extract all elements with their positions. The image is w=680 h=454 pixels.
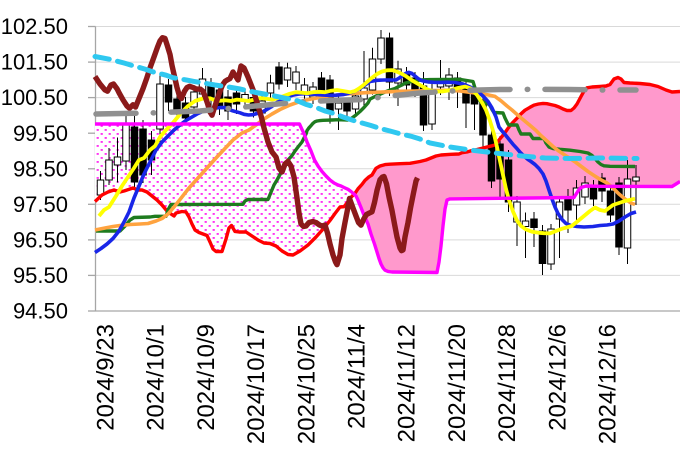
svg-text:2024/11/28: 2024/11/28 [494, 324, 521, 442]
svg-text:2024/10/1: 2024/10/1 [143, 324, 170, 431]
svg-text:2024/10/9: 2024/10/9 [193, 324, 220, 431]
svg-text:94.50: 94.50 [13, 299, 68, 324]
svg-text:2024/9/23: 2024/9/23 [93, 324, 120, 431]
svg-text:2024/11/12: 2024/11/12 [394, 324, 421, 442]
svg-text:102.50: 102.50 [1, 14, 68, 39]
svg-text:99.50: 99.50 [13, 121, 68, 146]
svg-text:95.50: 95.50 [13, 263, 68, 288]
svg-text:2024/10/25: 2024/10/25 [293, 324, 320, 444]
svg-text:98.50: 98.50 [13, 156, 68, 181]
svg-text:2024/11/4: 2024/11/4 [344, 324, 371, 429]
svg-text:97.50: 97.50 [13, 192, 68, 217]
svg-text:100.50: 100.50 [1, 85, 68, 110]
svg-text:2024/10/17: 2024/10/17 [243, 324, 270, 444]
svg-text:101.50: 101.50 [1, 50, 68, 75]
svg-text:96.50: 96.50 [13, 228, 68, 253]
svg-text:2024/12/16: 2024/12/16 [595, 324, 622, 444]
svg-text:2024/12/6: 2024/12/6 [544, 324, 571, 431]
svg-text:2024/11/20: 2024/11/20 [444, 324, 471, 442]
